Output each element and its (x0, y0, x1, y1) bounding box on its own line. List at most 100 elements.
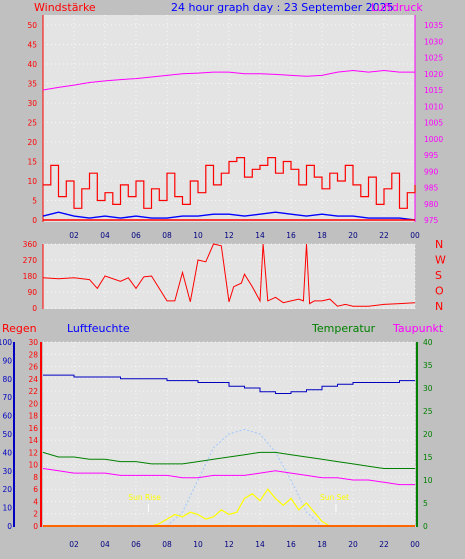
wind-y-tick-label: 35 (27, 80, 37, 89)
temperature-y-tick-label: 40 (423, 338, 433, 347)
panel3-x-tick-label: 00 (410, 540, 420, 549)
direction-compass-label: W (435, 254, 446, 267)
panel1-x-tick-label: 06 (131, 231, 141, 240)
wind-y-tick-label: 5 (32, 197, 37, 206)
pressure-line (42, 69, 415, 91)
humidity-y-tick-label: 70 (2, 393, 12, 402)
panel1-x-tick-label: 16 (286, 231, 296, 240)
humidity-y-tick-label: 60 (2, 412, 12, 421)
rain-y-tick-label: 30 (28, 338, 38, 347)
pressure-y-tick-label: 1030 (424, 37, 443, 46)
rain-axis-title: Regen (2, 322, 37, 335)
pressure-y-tick-label: 1000 (424, 135, 443, 144)
direction-compass-label: N (435, 300, 443, 313)
rain-y-tick-label: 26 (28, 363, 38, 372)
rain-y-tick-label: 22 (28, 387, 38, 396)
rain-y-tick-label: 28 (28, 350, 38, 359)
direction-y-tick-label: 0 (32, 304, 37, 313)
panel3-x-tick-label: 14 (255, 540, 265, 549)
panel1-x-tick-label: 18 (317, 231, 327, 240)
humidity-y-tick-label: 90 (2, 356, 12, 365)
temperature-y-tick-label: 5 (423, 499, 428, 508)
direction-y-tick-label: 90 (27, 288, 37, 297)
rain-y-tick-label: 6 (33, 485, 38, 494)
humidity-y-tick-label: 30 (2, 467, 12, 476)
temperature-y-tick-label: 25 (423, 407, 433, 416)
panel3-x-tick-label: 22 (379, 540, 389, 549)
wind-speed-line (43, 157, 416, 209)
pressure-y-tick-label: 1035 (424, 21, 443, 30)
pressure-y-tick-label: 1015 (424, 86, 443, 95)
panel1-x-tick-label: 08 (162, 231, 172, 240)
pressure-y-tick-label: 1005 (424, 119, 443, 128)
panel1-x-tick-label: 00 (410, 231, 420, 240)
rain-y-tick-label: 14 (28, 436, 38, 445)
wind-y-tick-label: 20 (27, 138, 37, 147)
pressure-axis-title: Luftdruck (371, 1, 423, 14)
panel3-x-tick-label: 04 (100, 540, 110, 549)
chart-marks: 0510152025303540455097598098599099510001… (0, 15, 446, 549)
wind-y-tick-label: 25 (27, 119, 37, 128)
pressure-y-tick-label: 980 (424, 200, 439, 209)
pressure-y-tick-label: 1010 (424, 102, 443, 111)
wind-y-tick-label: 10 (27, 177, 37, 186)
direction-compass-label: N (435, 238, 443, 251)
wind-axis-title: Windstärke (34, 1, 96, 14)
sunrise-label: Sun Rise (128, 493, 161, 502)
temperature-y-tick-label: 10 (423, 476, 433, 485)
temperature-axis-title: Temperatur (311, 322, 376, 335)
temperature-y-tick-label: 15 (423, 453, 433, 462)
panel1-x-tick-label: 20 (348, 231, 358, 240)
pressure-y-tick-label: 985 (424, 184, 439, 193)
panel3-x-tick-label: 02 (69, 540, 79, 549)
dewpoint-line (42, 468, 415, 486)
sunset-label: Sun Set (320, 493, 349, 502)
wind-average-line (42, 211, 416, 221)
direction-y-tick-label: 180 (23, 272, 38, 281)
panel1-x-tick-label: 04 (100, 231, 110, 240)
rain-y-tick-label: 12 (28, 448, 38, 457)
temperature-y-tick-label: 0 (423, 522, 428, 531)
dewpoint-axis-title: Taupunkt (392, 322, 444, 335)
wind-y-tick-label: 0 (32, 216, 37, 225)
graph-title: 24 hour graph day : 23 September 2025 (171, 1, 394, 14)
direction-compass-label: S (435, 269, 442, 282)
wind-y-tick-label: 45 (27, 41, 37, 50)
panel1-x-tick-label: 22 (379, 231, 389, 240)
temperature-y-tick-label: 20 (423, 430, 433, 439)
rain-y-tick-label: 24 (28, 375, 38, 384)
rain-y-tick-label: 18 (28, 412, 38, 421)
wind-y-tick-label: 15 (27, 158, 37, 167)
temperature-y-tick-label: 35 (423, 361, 433, 370)
uv-line (166, 428, 323, 527)
pressure-y-tick-label: 1025 (424, 54, 443, 63)
humidity-y-tick-label: 10 (2, 504, 12, 513)
panel3-x-tick-label: 10 (193, 540, 203, 549)
wind-y-tick-label: 50 (27, 21, 37, 30)
wind-y-tick-label: 40 (27, 60, 37, 69)
pressure-y-tick-label: 975 (424, 216, 439, 225)
rain-y-tick-label: 16 (28, 424, 38, 433)
panel1-x-tick-label: 02 (69, 231, 79, 240)
rain-y-tick-label: 20 (28, 399, 38, 408)
rain-y-tick-label: 8 (33, 473, 38, 482)
direction-y-tick-label: 270 (23, 256, 38, 265)
wind-direction-line (42, 243, 416, 307)
humidity-y-tick-label: 100 (0, 338, 12, 347)
rain-y-tick-label: 4 (33, 497, 38, 506)
solar-line (151, 488, 331, 527)
humidity-y-tick-label: 20 (2, 485, 12, 494)
panel1-x-tick-label: 14 (255, 231, 265, 240)
pressure-y-tick-label: 990 (424, 167, 439, 176)
panel3-x-tick-label: 18 (317, 540, 327, 549)
panel3-x-tick-label: 12 (224, 540, 234, 549)
wind-y-tick-label: 30 (27, 99, 37, 108)
rain-y-tick-label: 0 (33, 522, 38, 531)
rain-y-tick-label: 2 (33, 510, 38, 519)
humidity-y-tick-label: 80 (2, 375, 12, 384)
wind-pressure-plot-area (43, 15, 415, 222)
humidity-y-tick-label: 40 (2, 448, 12, 457)
humidity-line (43, 374, 415, 394)
